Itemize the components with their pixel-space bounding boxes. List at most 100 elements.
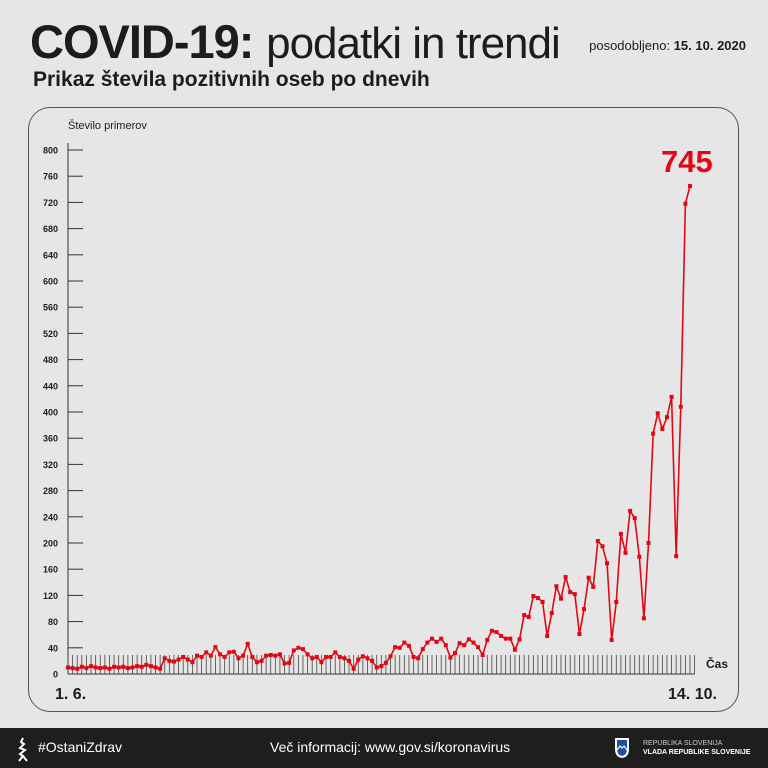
data-point (107, 666, 112, 671)
data-point (75, 666, 80, 671)
data-point (443, 643, 448, 648)
data-point (144, 662, 149, 667)
data-point (213, 645, 218, 650)
y-tick-label: 520 (43, 329, 58, 339)
data-point (683, 201, 688, 206)
data-point (688, 184, 692, 189)
data-point (383, 660, 388, 665)
data-point (296, 645, 301, 650)
y-axis-label: Število primerov (68, 119, 147, 132)
data-point (250, 654, 255, 659)
data-point (185, 657, 190, 662)
data-point (236, 656, 241, 661)
data-point (70, 666, 75, 671)
data-point (406, 643, 411, 648)
y-tick-label: 360 (43, 434, 58, 444)
y-tick-label: 120 (43, 591, 58, 601)
y-tick-label: 0 (53, 670, 58, 680)
page-title: COVID-19: podatki in trendi (30, 14, 561, 72)
data-point (508, 636, 513, 641)
data-point (420, 647, 425, 652)
data-point (116, 665, 121, 670)
data-point (245, 641, 250, 646)
y-tick-label: 600 (43, 277, 58, 287)
data-point (342, 656, 347, 661)
data-point (641, 616, 646, 621)
data-point (268, 653, 273, 658)
data-point (176, 657, 181, 662)
data-point (393, 645, 398, 650)
data-point (563, 575, 568, 580)
data-point (480, 653, 485, 658)
data-point (135, 664, 140, 669)
data-point (655, 411, 660, 416)
x-start-label: 1. 6. (55, 686, 86, 703)
data-point (586, 575, 591, 580)
y-tick-label: 640 (43, 250, 58, 260)
data-point (512, 647, 517, 652)
updated-label: posodobljeno: (589, 38, 671, 53)
data-point (356, 657, 361, 662)
y-tick-label: 760 (43, 172, 58, 182)
data-point (669, 394, 674, 399)
data-point (181, 654, 186, 659)
data-point (554, 584, 559, 589)
data-point (282, 661, 287, 666)
slovenia-coat-of-arms-icon (615, 738, 629, 758)
data-point (591, 584, 596, 589)
data-point (291, 648, 296, 653)
data-point (374, 665, 379, 670)
data-point (628, 508, 633, 513)
data-point (79, 664, 84, 669)
y-tick-label: 240 (43, 512, 58, 522)
data-point (112, 664, 117, 669)
data-point (171, 659, 176, 664)
data-point (125, 666, 130, 671)
data-point (162, 656, 167, 661)
chart-panel (28, 107, 739, 712)
data-point (448, 655, 453, 660)
data-point (333, 650, 338, 655)
data-point (660, 427, 665, 432)
data-point (429, 636, 434, 641)
data-point (351, 666, 356, 671)
data-point (600, 544, 605, 549)
data-point (614, 599, 619, 604)
y-tick-label: 400 (43, 408, 58, 418)
data-point (195, 653, 200, 658)
data-point (425, 640, 430, 645)
data-point (540, 599, 545, 604)
y-tick-label: 280 (43, 486, 58, 496)
data-point (287, 660, 292, 665)
data-point (310, 656, 315, 661)
data-point (457, 641, 462, 646)
data-point (462, 643, 467, 648)
data-point (572, 592, 577, 597)
data-point (494, 630, 499, 635)
data-point (674, 554, 679, 559)
data-point (434, 639, 439, 644)
data-point (678, 404, 683, 409)
data-point (167, 658, 172, 663)
updated-value: 15. 10. 2020 (673, 38, 746, 53)
y-tick-label: 80 (48, 617, 58, 627)
data-point (148, 664, 153, 669)
data-point (623, 550, 628, 555)
data-point (453, 651, 458, 656)
data-point (466, 637, 471, 642)
data-point (411, 654, 416, 659)
data-point (264, 653, 269, 658)
data-point (549, 611, 554, 616)
footer: #OstaniZdrav Več informacij: www.gov.si/… (0, 728, 768, 768)
data-point (471, 640, 476, 645)
more-info-link[interactable]: Več informacij: www.gov.si/koronavirus (270, 739, 511, 755)
x-axis-label: Čas (706, 656, 728, 671)
data-point (227, 650, 232, 655)
data-point (582, 607, 587, 612)
data-point (300, 647, 305, 652)
data-point (328, 654, 333, 659)
latest-value-label: 745 (661, 144, 713, 179)
gov-line-2: VLADA REPUBLIKE SLOVENIJE (643, 749, 751, 756)
title-light: podatki in trendi (266, 19, 561, 68)
data-point (379, 664, 384, 669)
